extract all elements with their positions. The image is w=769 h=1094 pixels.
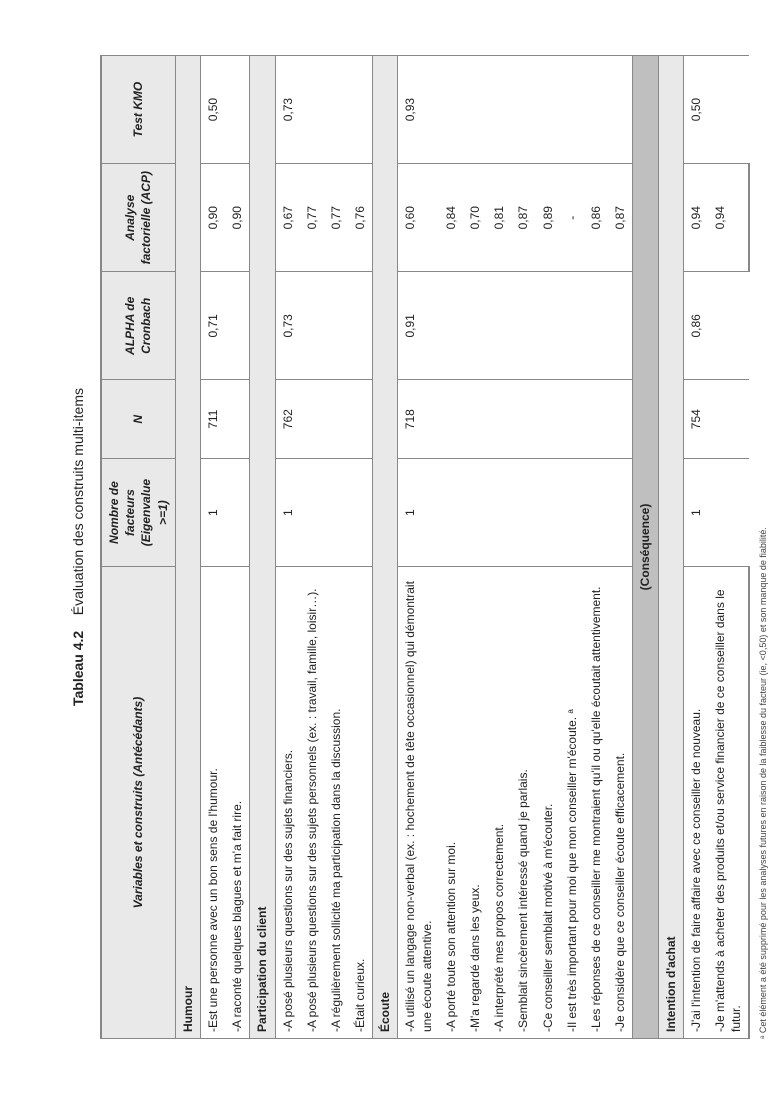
participation-kmo: 0,73	[275, 56, 373, 164]
ecoute-item: -A utilisé un langage non-verbal (ex. : …	[398, 567, 439, 1039]
ecoute-acp: -	[560, 164, 584, 272]
intention-item: -Je m'attends à acheter des produits et/…	[708, 567, 749, 1039]
humour-acp: 0,90	[200, 164, 225, 272]
ecoute-acp: 0,89	[536, 164, 560, 272]
section-participation: Participation du client	[250, 56, 275, 1039]
ecoute-item: -A interprété mes propos correctement.	[487, 567, 511, 1039]
participation-acp: 0,77	[300, 164, 324, 272]
ecoute-nbfact: 1	[398, 459, 633, 567]
table-row: -A posé plusieurs questions sur des suje…	[275, 56, 300, 1039]
ecoute-acp: 0,84	[439, 164, 463, 272]
constructs-table: Variables et construits (Antécédants) No…	[100, 55, 750, 1039]
section-humour-label: Humour	[175, 56, 200, 1039]
ecoute-item: -M'a regardé dans les yeux.	[463, 567, 487, 1039]
ecoute-item: -Ce conseiller semblait motivé à m'écout…	[536, 567, 560, 1039]
ecoute-acp: 0,87	[511, 164, 535, 272]
col-variables: Variables et construits (Antécédants)	[101, 567, 175, 1039]
table-caption: Tableau 4.2 Évaluation des construits mu…	[70, 55, 86, 1039]
caption-label: Tableau 4.2	[70, 631, 86, 706]
ecoute-item: -Je considère que ce conseiller écoute e…	[608, 567, 633, 1039]
participation-acp: 0,67	[275, 164, 300, 272]
footnote: ᵃ Cet élément a été supprimé pour les an…	[758, 55, 768, 1039]
ecoute-alpha: 0,91	[398, 272, 633, 380]
participation-item: -A posé plusieurs questions sur des suje…	[275, 567, 300, 1039]
participation-nbfact: 1	[275, 459, 373, 567]
participation-alpha: 0,73	[275, 272, 373, 380]
section-intention-label: Intention d'achat	[658, 56, 683, 1039]
humour-nbfact: 1	[200, 459, 249, 567]
page: Tableau 4.2 Évaluation des construits mu…	[0, 0, 769, 1094]
participation-acp: 0,77	[324, 164, 348, 272]
humour-n: 711	[200, 380, 249, 459]
intention-n: 754	[683, 380, 749, 459]
participation-item: -A posé plusieurs questions sur des suje…	[300, 567, 324, 1039]
col-acp: Analyse factorielle (ACP)	[101, 164, 175, 272]
participation-acp: 0,76	[348, 164, 373, 272]
section-consequence: (Conséquence)	[633, 56, 658, 1039]
ecoute-n: 718	[398, 380, 633, 459]
intention-item: -J'ai l'intention de faire affaire avec …	[683, 567, 708, 1039]
humour-alpha: 0,71	[200, 272, 249, 380]
col-nbfact: Nombre de facteurs (Eigenvalue >=1)	[101, 459, 175, 567]
table-row: -A utilisé un langage non-verbal (ex. : …	[398, 56, 439, 1039]
ecoute-item: -A porté toute son attention sur moi.	[439, 567, 463, 1039]
ecoute-acp: 0,70	[463, 164, 487, 272]
ecoute-kmo: 0,93	[398, 56, 633, 164]
section-ecoute-label: Écoute	[373, 56, 398, 1039]
col-n: N	[101, 380, 175, 459]
table-row: -J'ai l'intention de faire affaire avec …	[683, 56, 708, 1039]
section-consequence-label: (Conséquence)	[633, 56, 658, 1039]
ecoute-acp: 0,86	[584, 164, 608, 272]
col-kmo: Test KMO	[101, 56, 175, 164]
ecoute-acp: 0,87	[608, 164, 633, 272]
section-participation-label: Participation du client	[250, 56, 275, 1039]
header-row: Variables et construits (Antécédants) No…	[101, 56, 175, 1039]
ecoute-acp: 0,60	[398, 164, 439, 272]
section-ecoute: Écoute	[373, 56, 398, 1039]
table-row: -Est une personne avec un bon sens de l'…	[200, 56, 225, 1039]
intention-alpha: 0,86	[683, 272, 749, 380]
intention-acp: 0,94	[708, 164, 749, 272]
col-alpha: ALPHA de Cronbach	[101, 272, 175, 380]
participation-item: -Était curieux.	[348, 567, 373, 1039]
participation-item: -A régulièrement sollicité ma participat…	[324, 567, 348, 1039]
humour-item: -A raconté quelques blagues et m'a fait …	[225, 567, 250, 1039]
section-humour: Humour	[175, 56, 200, 1039]
participation-n: 762	[275, 380, 373, 459]
ecoute-acp: 0,81	[487, 164, 511, 272]
section-intention: Intention d'achat	[658, 56, 683, 1039]
caption-title: Évaluation des construits multi-items	[70, 388, 86, 615]
ecoute-item: -Les réponses de ce conseiller me montra…	[584, 567, 608, 1039]
humour-acp: 0,90	[225, 164, 250, 272]
ecoute-item: -Semblait sincèrement intéressé quand je…	[511, 567, 535, 1039]
intention-kmo: 0,50	[683, 56, 749, 164]
intention-nbfact: 1	[683, 459, 749, 567]
ecoute-item: -Il est très important pour moi que mon …	[560, 567, 584, 1039]
intention-acp: 0,94	[683, 164, 708, 272]
humour-item: -Est une personne avec un bon sens de l'…	[200, 567, 225, 1039]
rotated-content: Tableau 4.2 Évaluation des construits mu…	[0, 0, 769, 1094]
humour-kmo: 0,50	[200, 56, 249, 164]
